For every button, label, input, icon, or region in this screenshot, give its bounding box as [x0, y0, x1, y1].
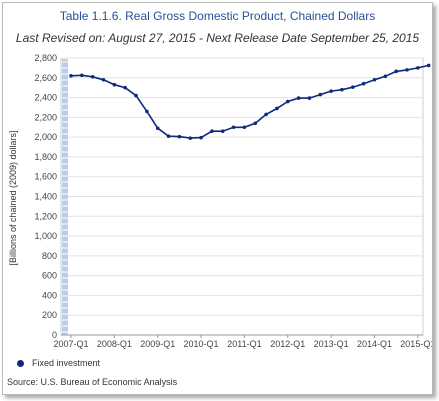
x-tick-label: 2015-Q1	[400, 339, 432, 349]
data-point	[112, 82, 117, 87]
data-point	[155, 126, 160, 131]
y-tick-label: 0	[52, 330, 57, 340]
data-point	[242, 125, 247, 130]
chart-subtitle: Last Revised on: August 27, 2015 - Next …	[15, 31, 420, 45]
data-point	[275, 106, 279, 111]
y-tick-label: 1,600	[34, 172, 57, 182]
data-point	[296, 96, 301, 100]
source-note: Source: U.S. Bureau of Economic Analysis	[7, 377, 178, 387]
data-point	[134, 93, 138, 98]
legend-label: Fixed investment	[32, 358, 101, 368]
legend[interactable]: Fixed investment	[17, 358, 100, 368]
x-tick-label: 2007-Q1	[53, 339, 88, 349]
y-tick-label: 800	[42, 251, 57, 261]
series-line	[70, 64, 429, 139]
x-tick-label: 2012-Q1	[270, 339, 305, 349]
y-tick-label: 2,200	[34, 112, 57, 122]
data-point	[123, 85, 127, 90]
data-point	[340, 87, 344, 92]
x-tick-label: 2008-Q1	[97, 339, 132, 349]
data-point	[231, 125, 236, 130]
y-tick-label: 2,400	[34, 93, 57, 103]
data-point	[188, 136, 193, 140]
data-point	[101, 77, 106, 82]
data-point	[416, 66, 420, 70]
y-tick-label: 1,000	[34, 231, 57, 241]
data-point	[210, 129, 214, 134]
legend-marker	[17, 359, 24, 367]
y-tick-label: 2,600	[34, 73, 57, 83]
chart-title: Table 1.1.6. Real Gross Domestic Product…	[59, 9, 376, 23]
y-tick-label: 1,400	[34, 192, 57, 202]
y-tick-label: 400	[42, 290, 57, 300]
data-point	[350, 85, 355, 89]
axis-band	[62, 59, 68, 335]
y-tick-label: 2,000	[34, 132, 57, 142]
data-point	[166, 134, 171, 138]
data-point	[69, 74, 73, 78]
data-point	[145, 109, 149, 114]
data-point	[177, 134, 182, 139]
chart-panel: Table 1.1.6. Real Gross Domestic Product…	[2, 2, 433, 395]
data-point	[220, 129, 225, 134]
x-tick-label: 2014-Q1	[357, 339, 392, 349]
data-point	[405, 68, 409, 72]
y-tick-label: 1,200	[34, 211, 57, 221]
y-tick-label: 600	[42, 271, 57, 281]
data-point	[329, 89, 333, 93]
y-tick-label: 2,800	[34, 53, 57, 63]
y-axis-label: [Billions of chained (2009) dollars]	[8, 130, 18, 266]
data-point	[199, 135, 203, 140]
data-point	[394, 69, 398, 74]
data-point	[264, 112, 268, 117]
y-tick-label: 200	[42, 310, 57, 320]
data-point	[383, 74, 388, 79]
data-point	[318, 92, 323, 97]
x-tick-label: 2009-Q1	[140, 339, 175, 349]
y-tick-label: 1,800	[34, 152, 57, 162]
data-point	[285, 99, 290, 104]
data-point	[361, 81, 366, 86]
chart-plot: 0 200 400 600 800 1,000 1,200 1,400 1,600 1,800 2,…	[34, 53, 432, 349]
data-point	[307, 96, 312, 100]
data-point	[90, 74, 95, 79]
data-point	[372, 77, 377, 82]
data-point	[253, 121, 258, 126]
data-point	[426, 63, 431, 68]
data-point	[80, 73, 84, 78]
x-tick-label: 2010-Q1	[184, 339, 219, 349]
x-tick-label: 2011-Q1	[227, 339, 261, 349]
x-tick-label: 2013-Q1	[314, 339, 349, 349]
